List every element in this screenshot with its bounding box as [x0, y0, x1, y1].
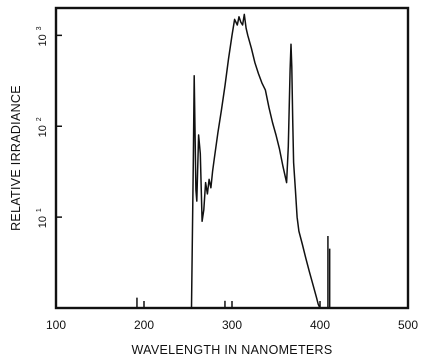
x-tick-label: 200 — [134, 318, 154, 332]
series-group — [136, 13, 331, 309]
y-tick-label: 10 1 — [36, 208, 49, 228]
y-tick-base: 10 — [37, 216, 49, 228]
plot-frame — [54, 6, 410, 310]
x-tick-label: 100 — [46, 318, 66, 332]
y-tick-base: 10 — [37, 34, 49, 46]
y-tick-exponent: 1 — [36, 208, 43, 212]
x-tick-label: 500 — [398, 318, 418, 332]
y-tick-label: 10 2 — [36, 117, 49, 137]
y-tick-base: 10 — [37, 125, 49, 137]
x-axis: 100 200 300 400 500 — [46, 301, 418, 332]
y-tick-exponent: 2 — [36, 117, 43, 121]
y-axis-title: RELATIVE IRRADIANCE — [9, 85, 23, 231]
y-axis: 10 1 10 2 10 3 — [36, 26, 62, 228]
series-line — [189, 13, 321, 309]
x-axis-title: WAVELENGTH IN NANOMETERS — [132, 343, 333, 357]
y-tick-label: 10 3 — [36, 26, 49, 46]
x-tick-label: 400 — [310, 318, 330, 332]
x-tick-label: 300 — [222, 318, 242, 332]
y-tick-exponent: 3 — [36, 26, 43, 30]
